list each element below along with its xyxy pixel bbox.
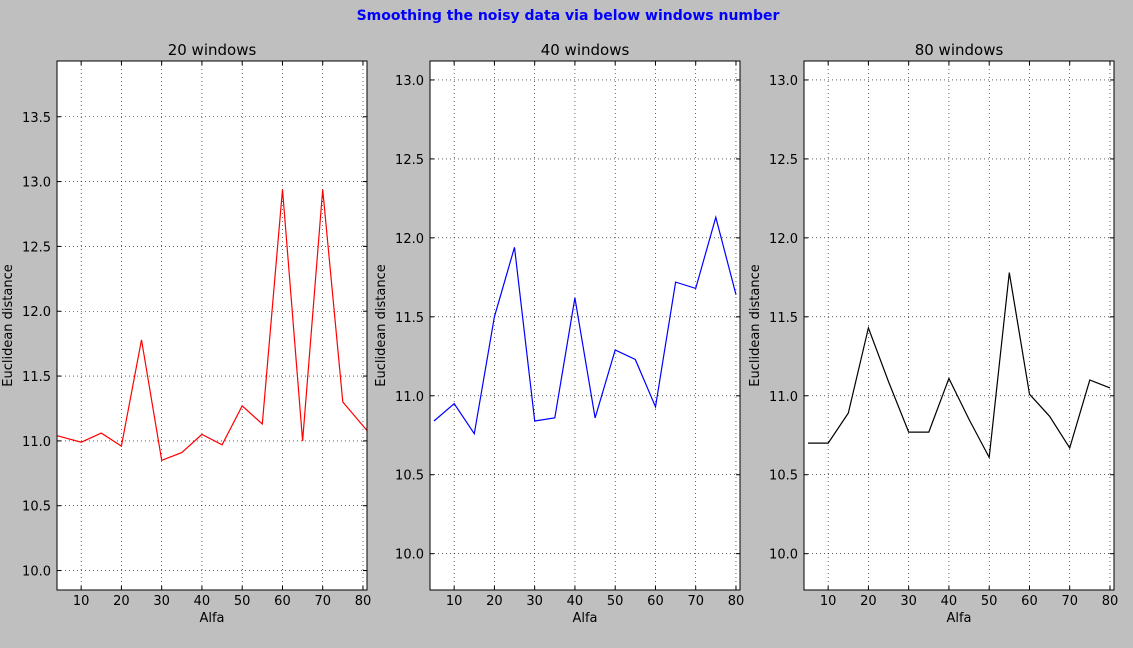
series-line	[808, 272, 1111, 460]
x-tick-label: 70	[1061, 594, 1078, 609]
y-tick-label: 12.5	[395, 153, 424, 168]
x-tick-label: 10	[820, 594, 837, 609]
x-tick-label: 30	[900, 594, 917, 609]
y-tick-label: 12.0	[22, 305, 51, 320]
x-tick-label: 60	[647, 594, 664, 609]
x-tick-label: 30	[153, 594, 170, 609]
plot-area	[804, 61, 1114, 590]
y-tick-label: 11.0	[22, 435, 51, 450]
y-tick-label: 10.5	[22, 500, 51, 515]
subplot-title: 40 windows	[541, 41, 630, 59]
x-tick-label: 80	[728, 594, 745, 609]
x-tick-label: 10	[446, 594, 463, 609]
series-line	[433, 215, 737, 436]
x-tick-label: 50	[981, 594, 998, 609]
x-tick-label: 50	[234, 594, 251, 609]
x-tick-label: 50	[607, 594, 624, 609]
y-tick-label: 13.0	[769, 74, 798, 89]
y-tick-label: 10.0	[395, 548, 424, 563]
plot-frame	[429, 60, 741, 591]
y-tick-label: 10.0	[22, 565, 51, 580]
x-tick-label: 80	[1102, 594, 1119, 609]
series-line	[56, 189, 368, 462]
x-tick-label: 60	[274, 594, 291, 609]
plot-frame	[56, 60, 368, 591]
y-tick-label: 11.5	[22, 370, 51, 385]
x-tick-label: 20	[860, 594, 877, 609]
x-tick-label: 80	[355, 594, 372, 609]
y-tick-label: 13.0	[22, 176, 51, 191]
y-tick-label: 12.0	[769, 232, 798, 247]
y-tick-label: 12.5	[769, 153, 798, 168]
y-axis-label: Euclidean distance	[374, 264, 389, 387]
y-tick-label: 11.5	[395, 311, 424, 326]
y-axis-label: Euclidean distance	[1, 264, 16, 387]
subplot-2: 10 20 30 40 50 60 70 80 10.0 10.5 11.0 11.5 12.0 12.5…	[374, 41, 744, 626]
y-tick-label: 10.5	[769, 469, 798, 484]
x-tick-label: 20	[113, 594, 130, 609]
subplot-1: 10 20 30 40 50 60 70 80 10.0 10.5 11.0 11.5 12.0 12.5…	[1, 41, 371, 626]
x-axis-label: Alfa	[946, 611, 971, 626]
plot-frame	[803, 60, 1115, 591]
x-tick-label: 40	[567, 594, 584, 609]
y-tick-label: 11.0	[395, 390, 424, 405]
x-tick-label: 70	[314, 594, 331, 609]
y-tick-label: 12.5	[22, 240, 51, 255]
subplot-3: 10 20 30 40 50 60 70 80 10.0 10.5 11.0 11.5 12.0 12.5…	[748, 41, 1118, 626]
x-tick-label: 20	[486, 594, 503, 609]
subplot-title: 80 windows	[915, 41, 1004, 59]
x-axis-label: Alfa	[199, 611, 224, 626]
x-tick-label: 40	[941, 594, 958, 609]
plot-area	[430, 61, 740, 590]
figure-suptitle: Smoothing the noisy data via below windo…	[357, 8, 780, 24]
y-tick-label: 11.0	[769, 390, 798, 405]
y-tick-label: 10.0	[769, 548, 798, 563]
x-tick-label: 60	[1021, 594, 1038, 609]
y-axis-label: Euclidean distance	[748, 264, 763, 387]
x-axis-label: Alfa	[572, 611, 597, 626]
subplot-title: 20 windows	[168, 41, 257, 59]
y-tick-label: 10.5	[395, 469, 424, 484]
y-tick-label: 11.5	[769, 311, 798, 326]
x-tick-label: 70	[687, 594, 704, 609]
x-tick-label: 10	[73, 594, 90, 609]
plot-area	[57, 61, 367, 590]
subplots: 10 20 30 40 50 60 70 80 10.0 10.5 11.0 11.5 12.0 12.5…	[1, 41, 1118, 626]
x-tick-label: 30	[526, 594, 543, 609]
y-tick-label: 13.0	[395, 74, 424, 89]
x-tick-label: 40	[194, 594, 211, 609]
y-tick-label: 12.0	[395, 232, 424, 247]
y-tick-label: 13.5	[22, 111, 51, 126]
